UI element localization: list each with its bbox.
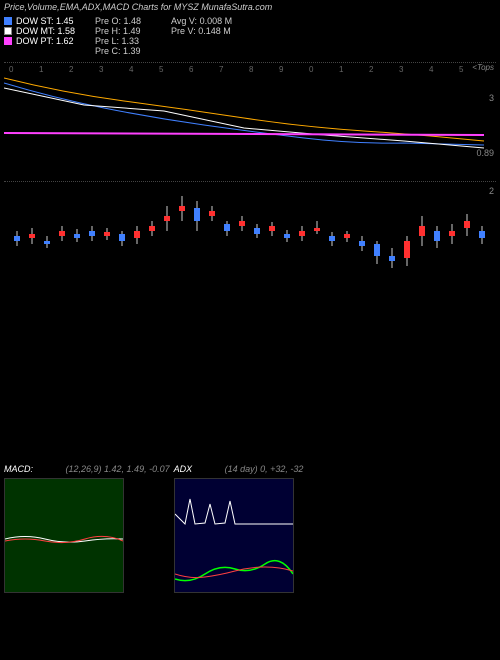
header: Price,Volume,EMA,ADX,MACD Charts for MYS… — [0, 0, 500, 58]
pre-h: Pre H: 1.49 — [95, 26, 141, 36]
macd-container: MACD: (12,26,9) 1.42, 1.49, -0.07 — [4, 464, 170, 593]
chart-area: 0123456789012345 3 0.89 <Tops <Lows 2 — [4, 62, 496, 460]
price-svg — [4, 63, 494, 183]
adx-box[interactable] — [174, 478, 294, 593]
pre-v: Pre V: 0.148 M — [171, 26, 232, 36]
price-chart[interactable]: 0123456789012345 3 0.89 <Tops <Lows — [4, 62, 496, 182]
legend-dow-st: DOW ST: 1.45 — [4, 16, 75, 26]
info-col-2: Avg V: 0.008 M Pre V: 0.148 M — [171, 16, 232, 56]
swatch-mt — [4, 27, 12, 35]
adx-svg — [175, 479, 293, 592]
adx-container: ADX (14 day) 0, +32, -32 — [174, 464, 304, 593]
last-price: 0.89 — [476, 148, 494, 158]
adx-label: ADX (14 day) 0, +32, -32 — [174, 464, 304, 478]
legend-column: DOW ST: 1.45 DOW MT: 1.58 DOW PT: 1.62 — [4, 16, 75, 56]
adx-params: (14 day) 0, +32, -32 — [225, 464, 304, 474]
macd-box[interactable] — [4, 478, 124, 593]
avg-v: Avg V: 0.008 M — [171, 16, 232, 26]
macd-svg — [5, 479, 123, 592]
legend-mt-label: DOW MT: 1.58 — [16, 26, 75, 36]
chart-title: Price,Volume,EMA,ADX,MACD Charts for MYS… — [4, 2, 496, 12]
legend-dow-pt: DOW PT: 1.62 — [4, 36, 75, 46]
info-columns: Pre O: 1.48 Pre H: 1.49 Pre L: 1.33 Pre … — [95, 16, 232, 56]
y-axis-3: 3 — [489, 93, 494, 103]
swatch-st — [4, 17, 12, 25]
info-col-1: Pre O: 1.48 Pre H: 1.49 Pre L: 1.33 Pre … — [95, 16, 141, 56]
macd-label: MACD: (12,26,9) 1.42, 1.49, -0.07 — [4, 464, 170, 478]
pre-c: Pre C: 1.39 — [95, 46, 141, 56]
adx-name: ADX — [174, 464, 193, 474]
macd-params: (12,26,9) 1.42, 1.49, -0.07 — [66, 464, 170, 474]
tops-label: <Tops — [472, 63, 494, 72]
indicators-row: MACD: (12,26,9) 1.42, 1.49, -0.07 ADX (1… — [4, 464, 496, 593]
candle-chart[interactable]: 2 — [4, 186, 496, 276]
candle-svg — [4, 186, 494, 276]
legend-row: DOW ST: 1.45 DOW MT: 1.58 DOW PT: 1.62 P… — [4, 16, 496, 56]
swatch-pt — [4, 37, 12, 45]
pre-l: Pre L: 1.33 — [95, 36, 141, 46]
legend-st-label: DOW ST: 1.45 — [16, 16, 74, 26]
legend-pt-label: DOW PT: 1.62 — [16, 36, 74, 46]
volume-chart[interactable] — [4, 280, 496, 460]
legend-dow-mt: DOW MT: 1.58 — [4, 26, 75, 36]
candle-y-2: 2 — [489, 186, 494, 196]
pre-o: Pre O: 1.48 — [95, 16, 141, 26]
macd-name: MACD: — [4, 464, 33, 474]
